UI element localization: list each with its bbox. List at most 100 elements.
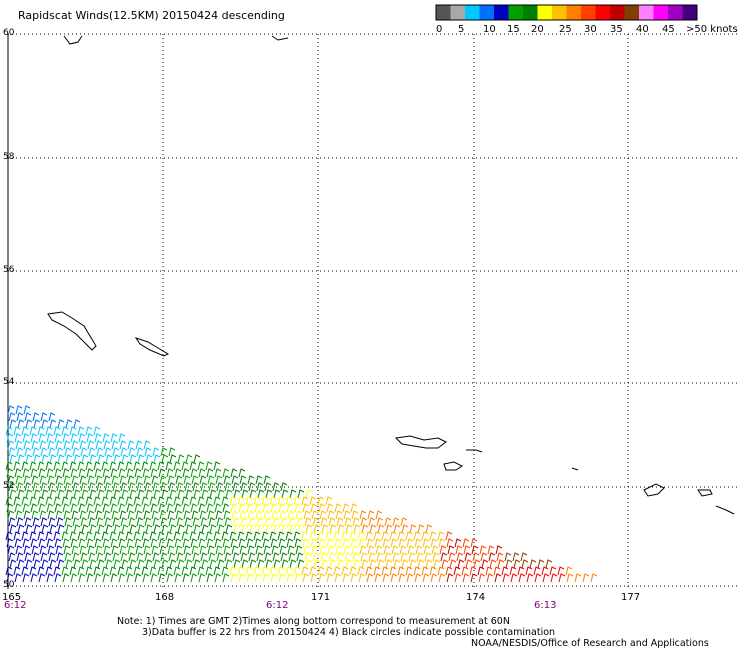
wind-barb xyxy=(87,545,95,555)
wind-barb xyxy=(174,503,182,513)
wind-barb xyxy=(38,503,46,513)
wind-barb xyxy=(22,468,30,478)
legend-label: 20 xyxy=(531,24,544,35)
wind-barb xyxy=(25,419,33,429)
wind-barb xyxy=(31,545,39,555)
wind-barb xyxy=(161,454,169,464)
wind-barb xyxy=(37,461,45,471)
wind-barb xyxy=(296,517,304,527)
wind-barb xyxy=(175,475,183,485)
wind-barb xyxy=(14,503,22,513)
wind-barb xyxy=(262,573,270,583)
wind-barb xyxy=(342,538,350,548)
wind-barb xyxy=(41,419,49,429)
wind-barb xyxy=(249,559,257,569)
wind-barb xyxy=(321,524,329,534)
wind-barb xyxy=(88,482,96,492)
page-title: Rapidscat Winds(12.5KM) 20150424 descend… xyxy=(18,9,285,22)
wind-barb xyxy=(325,496,333,506)
wind-barb xyxy=(89,559,97,569)
wind-barb xyxy=(336,552,344,562)
wind-barb xyxy=(129,524,137,534)
legend-color-swatch xyxy=(566,5,581,20)
wind-barb xyxy=(64,517,72,527)
wind-barb xyxy=(413,531,421,541)
wind-barb xyxy=(118,433,126,443)
wind-barb xyxy=(425,559,433,569)
wind-barb xyxy=(153,524,161,534)
island-outline xyxy=(466,449,483,453)
wind-barb xyxy=(125,531,133,541)
wind-barb xyxy=(160,447,168,457)
wind-barb xyxy=(137,524,145,534)
wind-barb xyxy=(150,538,158,548)
wind-barb xyxy=(150,573,158,583)
wind-barb xyxy=(310,538,318,548)
wind-barb xyxy=(344,517,352,527)
wind-barb xyxy=(93,496,101,506)
wind-barb xyxy=(377,524,385,534)
wind-barb xyxy=(311,545,319,555)
wind-barb xyxy=(480,552,488,562)
wind-barb xyxy=(95,510,103,520)
wind-barb xyxy=(15,440,23,450)
wind-barb xyxy=(157,566,165,576)
wind-barb xyxy=(296,552,304,562)
wind-barb xyxy=(13,566,21,576)
wind-barb xyxy=(7,405,15,415)
wind-barb xyxy=(294,573,302,583)
wind-barb xyxy=(361,524,369,534)
wind-barb xyxy=(112,447,120,457)
wind-barb xyxy=(149,496,157,506)
wind-barb xyxy=(393,559,401,569)
wind-barb xyxy=(49,489,57,499)
wind-barb xyxy=(357,566,365,576)
wind-barb xyxy=(374,573,382,583)
wind-barb xyxy=(448,552,456,562)
wind-barb xyxy=(173,496,181,506)
wind-barb xyxy=(246,538,254,548)
wind-barb xyxy=(168,447,176,457)
wind-barb xyxy=(152,517,160,527)
wind-barb xyxy=(329,559,337,569)
island-outline xyxy=(134,337,170,357)
wind-barb xyxy=(222,503,230,513)
wind-barb xyxy=(6,538,14,548)
wind-barb xyxy=(145,454,153,464)
wind-barb xyxy=(305,489,313,499)
wind-barb xyxy=(158,503,166,513)
wind-barb xyxy=(97,454,105,464)
wind-barb xyxy=(5,426,13,436)
wind-barb xyxy=(526,573,534,583)
longitude-label: 177 xyxy=(621,592,640,603)
wind-barb xyxy=(88,517,96,527)
wind-barb xyxy=(246,503,254,513)
wind-barb xyxy=(64,552,72,562)
wind-barb xyxy=(301,531,309,541)
wind-barb xyxy=(454,538,462,548)
wind-barb xyxy=(481,559,489,569)
wind-barb xyxy=(49,454,57,464)
wind-barb xyxy=(174,468,182,478)
wind-barb xyxy=(494,573,502,583)
wind-barb xyxy=(55,440,63,450)
wind-barb xyxy=(281,489,289,499)
wind-barb xyxy=(78,503,86,513)
legend-label: 30 xyxy=(584,24,597,35)
wind-barb xyxy=(329,524,337,534)
wind-barb xyxy=(206,503,214,513)
wind-barb xyxy=(173,566,181,576)
wind-barb xyxy=(520,552,528,562)
wind-barb xyxy=(265,489,273,499)
wind-barb xyxy=(40,517,48,527)
wind-barb xyxy=(390,573,398,583)
wind-barb xyxy=(167,545,175,555)
wind-barb xyxy=(319,545,327,555)
wind-barb xyxy=(161,559,169,569)
wind-barb xyxy=(269,496,277,506)
wind-barb xyxy=(318,538,326,548)
wind-barb xyxy=(238,468,246,478)
wind-barb xyxy=(472,552,480,562)
wind-barb xyxy=(183,510,191,520)
wind-barb xyxy=(191,510,199,520)
